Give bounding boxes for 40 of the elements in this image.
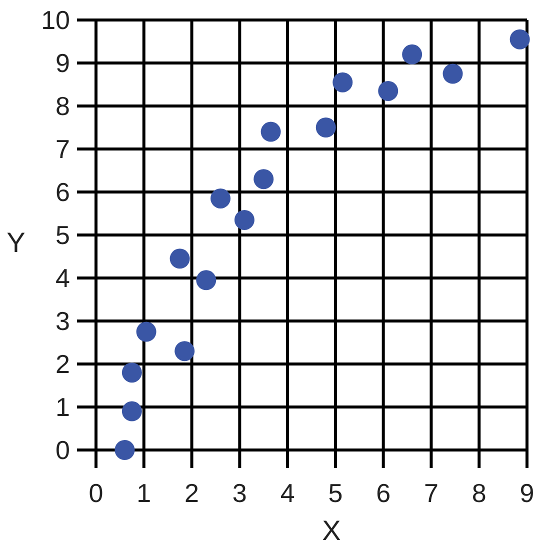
- point: [260, 122, 281, 142]
- y-axis-title: Y: [6, 227, 26, 258]
- point: [510, 29, 530, 50]
- x-tick-label: 9: [520, 478, 534, 508]
- x-tick-label: 4: [280, 478, 295, 508]
- y-tick-label: 6: [56, 177, 70, 207]
- point: [174, 341, 195, 362]
- point: [402, 44, 422, 64]
- y-tick-label: 3: [56, 306, 70, 336]
- point: [136, 322, 156, 342]
- x-tick-label: 0: [88, 478, 104, 508]
- point: [210, 188, 231, 208]
- y-tick-label: 7: [56, 134, 70, 164]
- y-tick-label: 2: [56, 349, 70, 379]
- point: [316, 118, 336, 138]
- y-tick-label: 10: [41, 5, 70, 35]
- x-tick-label: 1: [136, 478, 152, 508]
- point: [196, 270, 216, 290]
- x-tick-label: 5: [328, 478, 343, 508]
- x-tick-label: 6: [376, 478, 391, 508]
- y-tick-label: 0: [56, 435, 70, 465]
- x-axis-title: X: [322, 515, 342, 545]
- point: [122, 401, 142, 422]
- x-tick-label: 2: [184, 478, 200, 508]
- point: [234, 210, 254, 230]
- point: [254, 169, 274, 190]
- y-tick-label: 1: [56, 392, 70, 422]
- y-tick-label: 4: [56, 263, 70, 293]
- x-tick-label: 3: [232, 478, 247, 508]
- point: [122, 362, 142, 383]
- point: [442, 64, 463, 84]
- y-tick-label: 5: [56, 220, 70, 250]
- y-tick-label: 8: [56, 91, 70, 121]
- point: [332, 72, 353, 92]
- point: [170, 248, 190, 269]
- point: [114, 440, 135, 460]
- point: [378, 80, 398, 101]
- y-tick-label: 9: [56, 48, 70, 78]
- x-tick-label: 8: [472, 478, 486, 508]
- x-tick-label: 7: [424, 478, 438, 508]
